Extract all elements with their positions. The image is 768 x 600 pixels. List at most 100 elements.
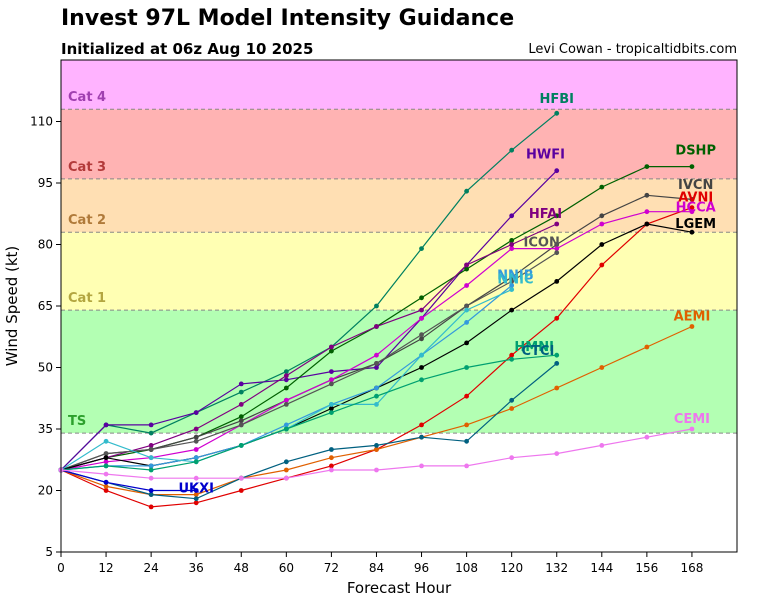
series-point-hcca	[374, 352, 379, 358]
series-label-aemi: AEMI	[674, 309, 711, 324]
series-point-dshp	[554, 213, 560, 219]
band-cat-4	[61, 60, 737, 110]
series-point-icon	[103, 451, 109, 456]
series-point-aemi	[554, 385, 560, 391]
x-tick-label: 156	[635, 561, 658, 575]
series-point-hfai	[419, 307, 424, 313]
series-point-hmni	[283, 426, 289, 432]
series-point-cemi	[283, 475, 289, 481]
band-cat-3	[61, 109, 737, 179]
series-point-hcca	[103, 459, 109, 465]
series-point-icon	[374, 361, 379, 366]
series-point-ivcn	[554, 242, 560, 247]
y-tick-label: 80	[38, 238, 53, 252]
series-point-cemi	[689, 426, 695, 432]
series-point-ivcn	[599, 213, 605, 219]
chart-credit: Levi Cowan - tropicaltidbits.com	[528, 42, 737, 57]
series-point-hcca	[689, 209, 695, 215]
series-point-aemi	[509, 406, 515, 411]
series-point-ctci	[193, 496, 199, 502]
series-line-ukxi	[60, 469, 197, 492]
series-point-hfai	[148, 443, 154, 448]
series-point-hcca	[644, 209, 650, 215]
series-point-cemi	[329, 467, 334, 473]
series-point-icon	[509, 279, 515, 284]
series-point-cemi	[644, 434, 650, 440]
series-point-cemi	[193, 475, 199, 481]
series-point-cemi	[238, 475, 244, 481]
series-point-hwfi	[554, 168, 560, 174]
series-point-hcca	[509, 246, 515, 252]
series-point-cemi	[599, 443, 605, 448]
series-point-hcca	[283, 397, 289, 403]
series-point-hmni	[464, 365, 469, 370]
band-label-ts: TS	[68, 414, 86, 429]
series-label-hfai: HFAI	[529, 207, 562, 222]
y-tick-label: 5	[45, 545, 53, 559]
series-label-cemi: CEMI	[674, 412, 710, 427]
series-label-hfbi: HFBI	[539, 92, 574, 107]
series-point-dshp	[509, 238, 515, 243]
series-point-hcca	[419, 315, 424, 321]
series-point-ivcn	[238, 418, 244, 424]
series-point-icon	[464, 303, 469, 309]
series-point-nnib	[193, 455, 199, 461]
series-point-hcca	[599, 221, 605, 227]
series-label-icon: ICON	[524, 236, 560, 251]
series-point-ctci	[554, 361, 560, 366]
series-point-hcca	[464, 283, 469, 288]
x-tick-label: 72	[324, 561, 339, 575]
series-point-icon	[193, 438, 199, 444]
series-point-avni	[554, 315, 560, 321]
series-point-avni	[419, 422, 424, 428]
series-point-avni	[599, 262, 605, 268]
series-point-ctci	[329, 447, 334, 452]
series-label-ukxi: UKXI	[178, 482, 214, 497]
series-point-hwfi	[148, 422, 154, 428]
series-point-nnic	[329, 402, 334, 407]
series-point-cemi	[464, 463, 469, 469]
series-point-nnib	[148, 463, 154, 469]
series-point-icon	[283, 402, 289, 407]
x-tick-label: 12	[98, 561, 113, 575]
band-cat-1	[61, 232, 737, 311]
band-label-cat-3: Cat 3	[68, 160, 106, 175]
series-point-nnib	[509, 283, 515, 288]
series-point-dshp	[464, 266, 469, 272]
series-point-lgem	[464, 340, 469, 346]
series-label-avni: AVNI	[678, 190, 713, 205]
series-point-ivcn	[644, 192, 650, 198]
series-line-hmni	[60, 354, 557, 471]
series-point-aemi	[103, 484, 109, 489]
y-tick-label: 35	[38, 422, 53, 436]
series-point-avni	[464, 393, 469, 399]
series-point-cemi	[148, 475, 154, 481]
series-point-hcca	[554, 246, 560, 252]
series-point-ctci	[419, 434, 424, 440]
series-point-aemi	[644, 344, 650, 350]
series-point-cemi	[509, 455, 515, 461]
series-point-lgem	[554, 279, 560, 284]
series-point-ivcn	[193, 434, 199, 440]
series-point-avni	[238, 488, 244, 493]
series-point-dshp	[238, 414, 244, 420]
series-point-hwfi	[238, 381, 244, 387]
series-point-nnib	[374, 385, 379, 391]
series-point-aemi	[689, 324, 695, 329]
y-tick-label: 95	[38, 176, 53, 190]
series-point-hwfi	[329, 369, 334, 374]
series-point-avni	[689, 205, 695, 211]
series-point-aemi	[193, 492, 199, 497]
band-cat-2	[61, 178, 737, 233]
series-point-icon	[419, 332, 424, 338]
series-point-avni	[193, 500, 199, 506]
x-tick-label: 168	[680, 561, 703, 575]
series-line-hfai	[60, 223, 557, 471]
series-point-nnic	[509, 287, 515, 292]
series-point-hwfi	[509, 213, 515, 219]
series-point-hfbi	[148, 430, 154, 436]
series-point-lgem	[599, 242, 605, 247]
series-label-nnic: NNIC	[497, 272, 533, 287]
x-tick-label: 96	[414, 561, 429, 575]
series-point-cemi	[374, 467, 379, 473]
